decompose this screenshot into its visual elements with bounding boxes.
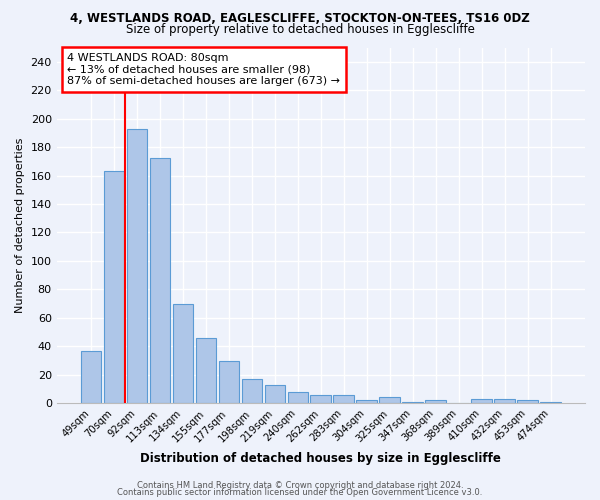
Bar: [127, 128, 148, 403]
Bar: [287, 392, 308, 403]
Text: 4 WESTLANDS ROAD: 80sqm
← 13% of detached houses are smaller (98)
87% of semi-de: 4 WESTLANDS ROAD: 80sqm ← 13% of detache…: [67, 53, 340, 86]
Text: 4, WESTLANDS ROAD, EAGLESCLIFFE, STOCKTON-ON-TEES, TS16 0DZ: 4, WESTLANDS ROAD, EAGLESCLIFFE, STOCKTO…: [70, 12, 530, 26]
Text: Contains HM Land Registry data © Crown copyright and database right 2024.: Contains HM Land Registry data © Crown c…: [137, 480, 463, 490]
Text: Contains public sector information licensed under the Open Government Licence v3: Contains public sector information licen…: [118, 488, 482, 497]
Bar: [104, 172, 124, 403]
Bar: [425, 400, 446, 403]
Text: Size of property relative to detached houses in Egglescliffe: Size of property relative to detached ho…: [125, 22, 475, 36]
Bar: [472, 399, 492, 403]
Bar: [149, 158, 170, 403]
Bar: [265, 384, 285, 403]
Bar: [494, 399, 515, 403]
Bar: [541, 402, 561, 403]
Bar: [80, 350, 101, 403]
Bar: [196, 338, 216, 403]
Bar: [356, 400, 377, 403]
Bar: [242, 379, 262, 403]
X-axis label: Distribution of detached houses by size in Egglescliffe: Distribution of detached houses by size …: [140, 452, 501, 465]
Bar: [334, 394, 354, 403]
Y-axis label: Number of detached properties: Number of detached properties: [15, 138, 25, 313]
Bar: [310, 394, 331, 403]
Bar: [218, 360, 239, 403]
Bar: [517, 400, 538, 403]
Bar: [173, 304, 193, 403]
Bar: [379, 398, 400, 403]
Bar: [403, 402, 423, 403]
